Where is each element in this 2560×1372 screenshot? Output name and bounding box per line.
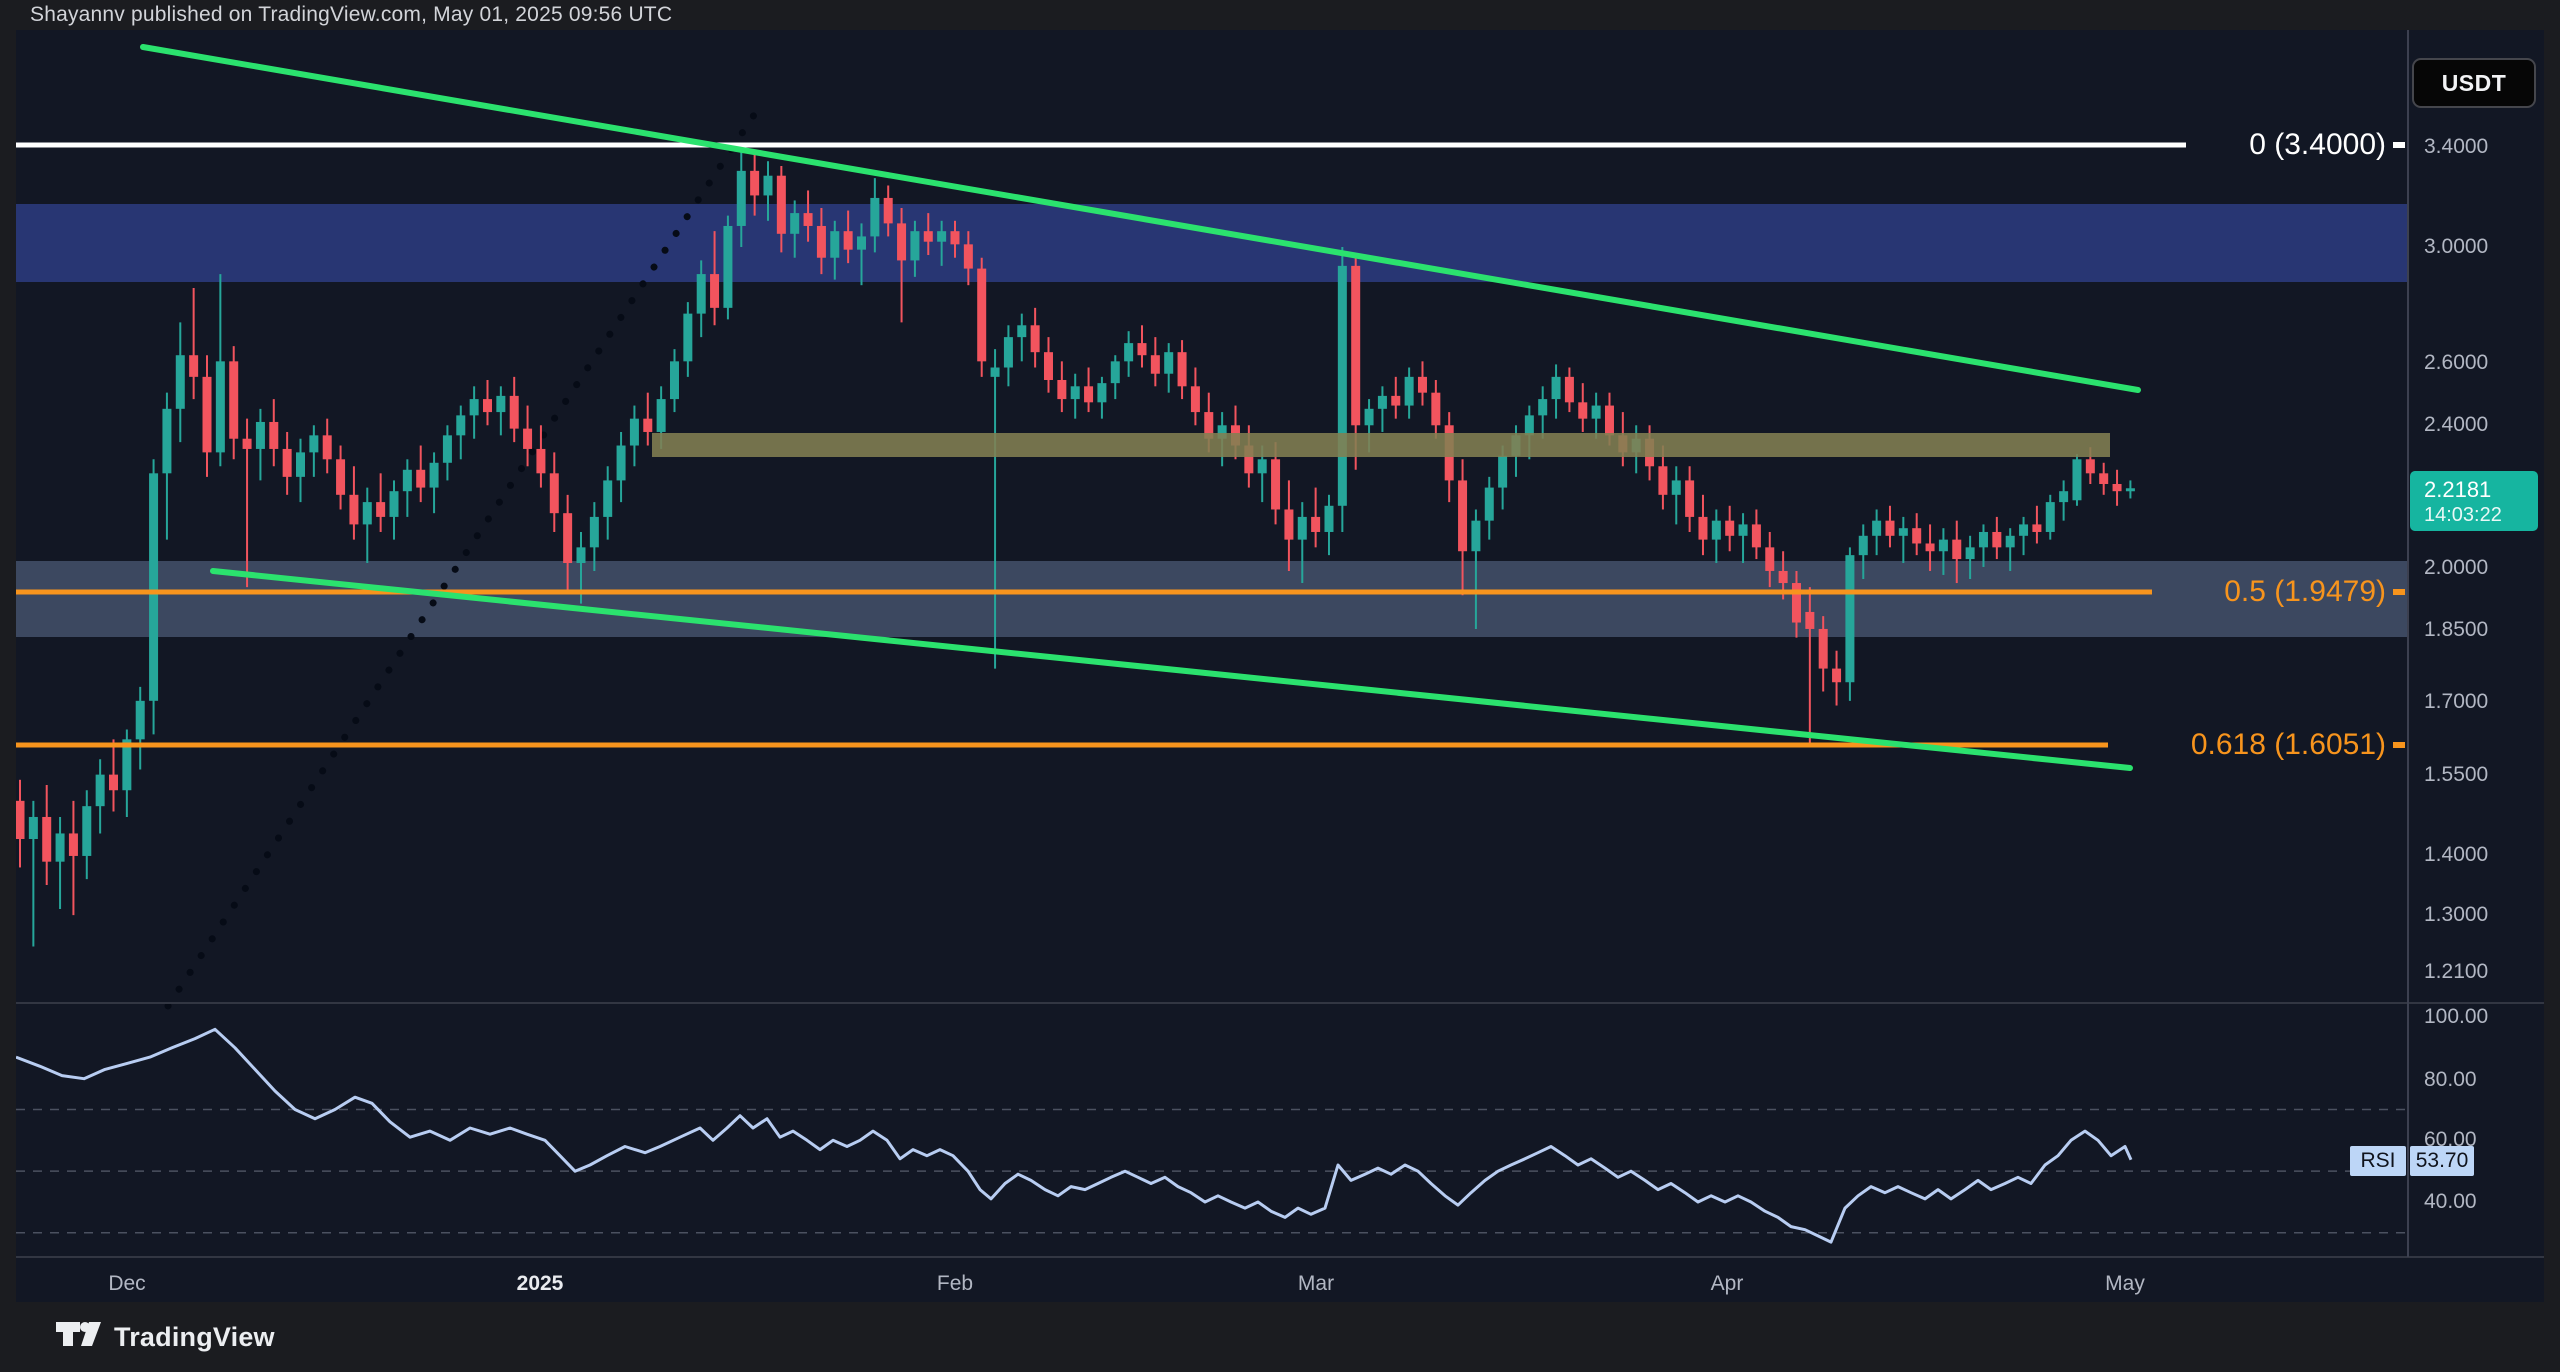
currency-toggle-button[interactable]: USDT — [2412, 58, 2536, 108]
support-zone-slate[interactable] — [16, 561, 2408, 637]
price-tick-2.4000: 2.4000 — [2424, 413, 2489, 436]
chart-area[interactable] — [16, 30, 2544, 1302]
candle-countdown: 14:03:22 — [2424, 503, 2502, 526]
price-tick-1.7000: 1.7000 — [2424, 690, 2489, 713]
trendlines[interactable] — [140, 44, 2141, 771]
rsi-value-badge: 53.70 — [2410, 1146, 2474, 1176]
candlesticks — [16, 146, 2135, 947]
price-tick-2.6000: 2.6000 — [2424, 351, 2489, 374]
fib-line-0618-axis-stub — [2393, 742, 2405, 748]
fib-level-0618-label[interactable]: 0.618 (1.6051) — [2190, 728, 2386, 761]
tradingview-logo-text: TradingView — [114, 1321, 275, 1352]
resistance-zone-blue[interactable] — [16, 204, 2408, 282]
time-tick-Apr: Apr — [1710, 1272, 1744, 1295]
fib-lines[interactable] — [16, 142, 2405, 748]
time-tick-May: May — [2105, 1272, 2145, 1295]
time-tick-Dec: Dec — [108, 1272, 146, 1295]
rsi-tick-60.00: 60.00 — [2424, 1128, 2477, 1151]
rsi-indicator-label[interactable]: RSI — [2350, 1146, 2406, 1176]
lower-descending-trendline[interactable] — [210, 568, 2133, 771]
upper-descending-trendline[interactable] — [140, 44, 2141, 393]
dotted-trendline[interactable] — [164, 108, 760, 1010]
price-tick-1.2100: 1.2100 — [2424, 960, 2489, 983]
price-tick-3.4000: 3.4000 — [2424, 135, 2489, 158]
publish-info-text: Shayannv published on TradingView.com, M… — [30, 3, 673, 26]
price-tick-2.0000: 2.0000 — [2424, 556, 2489, 579]
fib-line-05-axis-stub — [2393, 589, 2405, 595]
price-tick-1.5500: 1.5500 — [2424, 763, 2489, 786]
price-tick-1.4000: 1.4000 — [2424, 843, 2489, 866]
rsi-tick-40.00: 40.00 — [2424, 1190, 2477, 1213]
rsi-tick-100.00: 100.00 — [2424, 1005, 2489, 1028]
publish-header: Shayannv published on TradingView.com, M… — [0, 0, 2560, 30]
rsi-tick-80.00: 80.00 — [2424, 1068, 2477, 1091]
time-tick-2025: 2025 — [516, 1272, 564, 1295]
fib-level-0-label[interactable]: 0 (3.4000) — [2249, 128, 2386, 161]
rsi-panel — [16, 1027, 2408, 1244]
highlight-zones[interactable] — [16, 204, 2408, 637]
fib-level-05-label[interactable]: 0.5 (1.9479) — [2224, 575, 2386, 608]
price-chart-canvas[interactable] — [16, 30, 2544, 1302]
time-tick-Mar: Mar — [1297, 1272, 1335, 1295]
time-tick-Feb: Feb — [936, 1272, 974, 1295]
price-tick-1.8500: 1.8500 — [2424, 618, 2489, 641]
resistance-zone-khaki[interactable] — [652, 433, 2110, 457]
footer: TradingView — [0, 1302, 2560, 1372]
last-price-badge: 2.2181 14:03:22 — [2410, 471, 2538, 531]
rsi-line — [16, 1027, 2133, 1244]
fib-line-0-axis-stub — [2393, 142, 2405, 148]
tradingview-logo-icon — [56, 1322, 101, 1346]
price-tick-1.3000: 1.3000 — [2424, 903, 2489, 926]
last-price-value: 2.2181 — [2424, 476, 2492, 502]
tradingview-logo-link[interactable]: TradingView — [56, 1320, 275, 1354]
price-tick-3.0000: 3.0000 — [2424, 235, 2489, 258]
